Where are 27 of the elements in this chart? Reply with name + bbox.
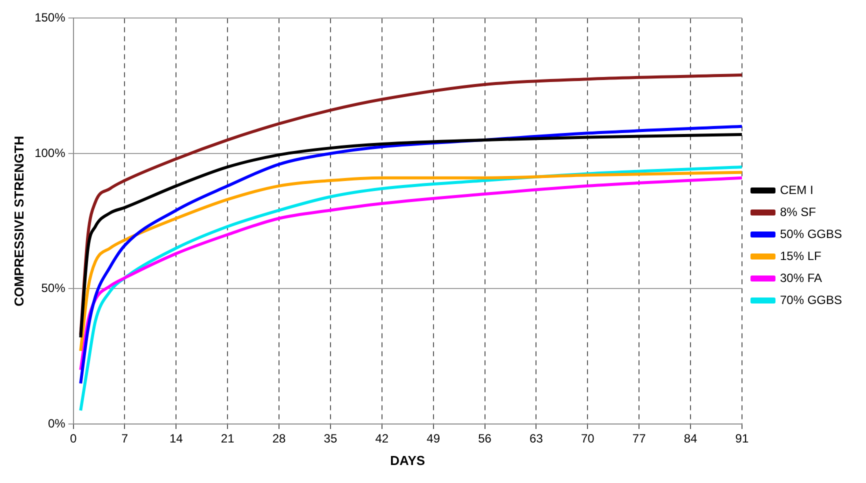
legend-label: 8% SF [780, 204, 816, 219]
legend-label: 15% LF [780, 248, 822, 263]
x-tick-label: 49 [426, 432, 440, 446]
x-tick-label: 14 [169, 432, 184, 446]
x-tick-label: 91 [735, 432, 749, 446]
x-tick-label: 84 [684, 432, 698, 446]
y-tick-label: 50% [41, 281, 66, 296]
x-tick-label: 7 [121, 432, 128, 446]
x-tick-label: 42 [375, 432, 389, 446]
line-series [79, 133, 742, 339]
x-tick-label: 0 [70, 432, 77, 446]
legend-label: 50% GGBS [780, 226, 842, 241]
y-tick-label: 0% [48, 416, 66, 430]
y-tick-label: 100% [34, 146, 66, 160]
legend-label: 30% FA [780, 270, 822, 285]
x-tick-label: 63 [530, 432, 544, 446]
x-tick-label: 28 [272, 432, 286, 446]
x-tick-label: 70 [580, 432, 595, 446]
x-axis-title: DAYS [390, 452, 426, 468]
x-tick-label: 35 [324, 432, 338, 446]
y-tick-label: 150% [34, 10, 66, 25]
legend-label: 70% GGBS [780, 292, 842, 307]
x-tick-label: 21 [220, 432, 235, 446]
x-tick-label: 56 [478, 432, 492, 446]
y-axis-title: COMPRESSIVE STRENGTH [11, 136, 26, 306]
x-tick-label: 77 [632, 432, 646, 446]
legend-label: CEM I [780, 182, 814, 197]
